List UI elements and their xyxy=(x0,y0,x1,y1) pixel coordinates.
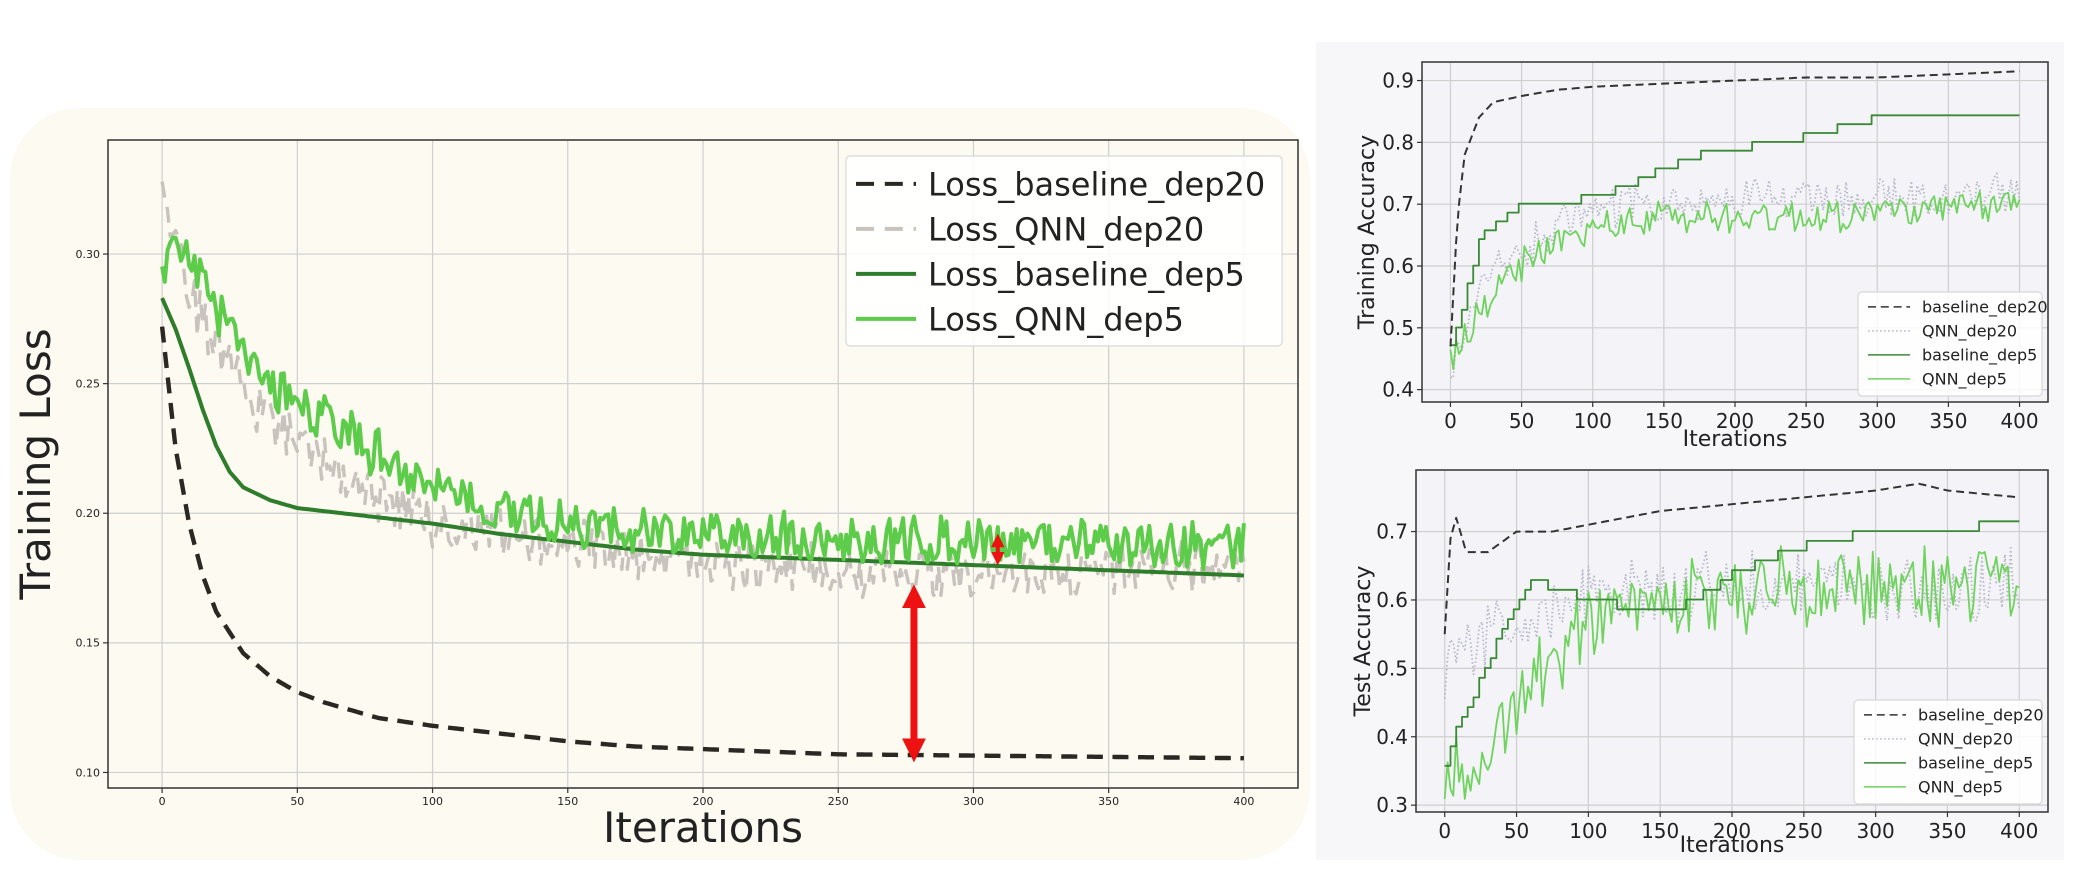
legend-label-Loss_QNN_dep20: Loss_QNN_dep20 xyxy=(928,210,1204,248)
y-tick-label: 0.9 xyxy=(1382,69,1414,93)
chart-3: 0 50 100 150 200 250 300 350 400 0.3 0.4 0.5 0.6 0.7 I… xyxy=(1351,469,2049,858)
y-tick-label: 0.5 xyxy=(1382,316,1414,340)
x-tick-label: 0 xyxy=(1438,819,1451,843)
legend-label-baseline_dep5: baseline_dep5 xyxy=(1918,754,2033,774)
x-tick-label: 400 xyxy=(2000,409,2038,433)
x-axis-label: Iterations xyxy=(603,803,803,852)
series-line-baseline_dep20 xyxy=(1449,70,2020,347)
x-tick-label: 400 xyxy=(2000,819,2038,843)
legend-label-baseline_dep20: baseline_dep20 xyxy=(1918,706,2044,726)
plot-frame xyxy=(107,139,1299,789)
y-tick-label: 0.10 xyxy=(76,766,101,779)
y-tick-label: 0.7 xyxy=(1382,192,1414,216)
legend-label-baseline_dep5: baseline_dep5 xyxy=(1922,346,2037,366)
x-tick-label: 50 xyxy=(1509,409,1534,433)
x-tick-label: 150 xyxy=(557,795,578,808)
chart-1: 0 50 100 150 200 250 300 350 400 0.10 0.15 0.20 0.25… xyxy=(11,139,1299,852)
x-tick-label: 50 xyxy=(1504,819,1529,843)
legend: baseline_dep20 QNN_dep20 baseline_dep5 QNN_… xyxy=(1857,291,2048,397)
x-tick-label: 0 xyxy=(1444,409,1457,433)
x-tick-label: 250 xyxy=(1785,819,1823,843)
series-line-baseline_dep5 xyxy=(1444,520,2020,767)
plot-frame xyxy=(1421,61,2049,403)
legend-label-Loss_baseline_dep20: Loss_baseline_dep20 xyxy=(928,165,1265,203)
y-tick-label: 0.20 xyxy=(76,507,101,520)
y-tick-label: 0.6 xyxy=(1382,254,1414,278)
legend: Loss_baseline_dep20 Loss_QNN_dep20 Loss_ba… xyxy=(845,155,1283,347)
legend-label-QNN_dep5: QNN_dep5 xyxy=(1918,778,2003,798)
legend-label-QNN_dep20: QNN_dep20 xyxy=(1918,730,2013,750)
y-tick-label: 0.7 xyxy=(1376,520,1408,544)
series-line-baseline_dep20 xyxy=(1443,482,2020,635)
x-tick-label: 350 xyxy=(1929,409,1967,433)
series-line-Loss_QNN_dep20 xyxy=(160,181,1246,600)
x-axis-label: Iterations xyxy=(1680,833,1785,858)
y-axis-label: Training Loss xyxy=(11,328,60,600)
x-tick-label: 150 xyxy=(1645,409,1683,433)
plot-frame xyxy=(1415,469,2049,813)
x-tick-label: 200 xyxy=(1713,819,1751,843)
x-tick-label: 350 xyxy=(1928,819,1966,843)
x-tick-label: 0 xyxy=(159,795,166,808)
series-line-Loss_QNN_dep5 xyxy=(160,235,1246,572)
y-tick-label: 0.25 xyxy=(76,377,101,390)
x-tick-label: 50 xyxy=(290,795,304,808)
x-tick-label: 300 xyxy=(963,795,984,808)
x-tick-label: 250 xyxy=(828,795,849,808)
y-tick-label: 0.6 xyxy=(1376,588,1408,612)
y-tick-label: 0.15 xyxy=(76,637,101,650)
legend-label-QNN_dep20: QNN_dep20 xyxy=(1922,322,2017,342)
y-tick-label: 0.8 xyxy=(1382,130,1414,154)
x-tick-label: 100 xyxy=(1574,409,1612,433)
x-tick-label: 200 xyxy=(693,795,714,808)
series-line-Loss_baseline_dep5 xyxy=(160,297,1244,578)
chart-2: 0 50 100 150 200 250 300 350 400 0.4 0.5 0.6 0.7 0.8 0… xyxy=(1355,61,2049,452)
legend-box xyxy=(1857,291,2043,397)
series-line-baseline_dep5 xyxy=(1450,114,2020,347)
x-tick-label: 100 xyxy=(1569,819,1607,843)
y-tick-label: 0.5 xyxy=(1376,656,1408,680)
x-tick-label: 150 xyxy=(1641,819,1679,843)
series-line-Loss_baseline_dep20 xyxy=(159,326,1244,761)
x-tick-label: 400 xyxy=(1233,795,1254,808)
x-tick-label: 300 xyxy=(1857,819,1895,843)
y-tick-label: 0.4 xyxy=(1376,725,1408,749)
x-tick-label: 200 xyxy=(1716,409,1754,433)
legend-label-Loss_baseline_dep5: Loss_baseline_dep5 xyxy=(928,255,1245,293)
series-line-QNN_dep5 xyxy=(1449,190,2021,371)
y-tick-label: 0.3 xyxy=(1376,793,1408,817)
legend-label-baseline_dep20: baseline_dep20 xyxy=(1922,298,2048,318)
x-tick-label: 300 xyxy=(1858,409,1896,433)
legend-box xyxy=(1853,699,2043,805)
x-tick-label: 350 xyxy=(1098,795,1119,808)
y-axis-label: Training Accuracy xyxy=(1355,135,1380,330)
legend-label-QNN_dep5: QNN_dep5 xyxy=(1922,370,2007,390)
legend: baseline_dep20 QNN_dep20 baseline_dep5 QNN_… xyxy=(1853,699,2044,805)
series-line-QNN_dep5 xyxy=(1443,545,2020,800)
legend-box xyxy=(845,155,1283,347)
x-tick-label: 250 xyxy=(1787,409,1825,433)
y-axis-label: Test Accuracy xyxy=(1351,566,1376,718)
x-tick-label: 100 xyxy=(422,795,443,808)
y-tick-label: 0.30 xyxy=(76,248,101,261)
y-tick-label: 0.4 xyxy=(1382,378,1414,402)
legend-label-Loss_QNN_dep5: Loss_QNN_dep5 xyxy=(928,300,1184,338)
x-axis-label: Iterations xyxy=(1683,427,1788,452)
